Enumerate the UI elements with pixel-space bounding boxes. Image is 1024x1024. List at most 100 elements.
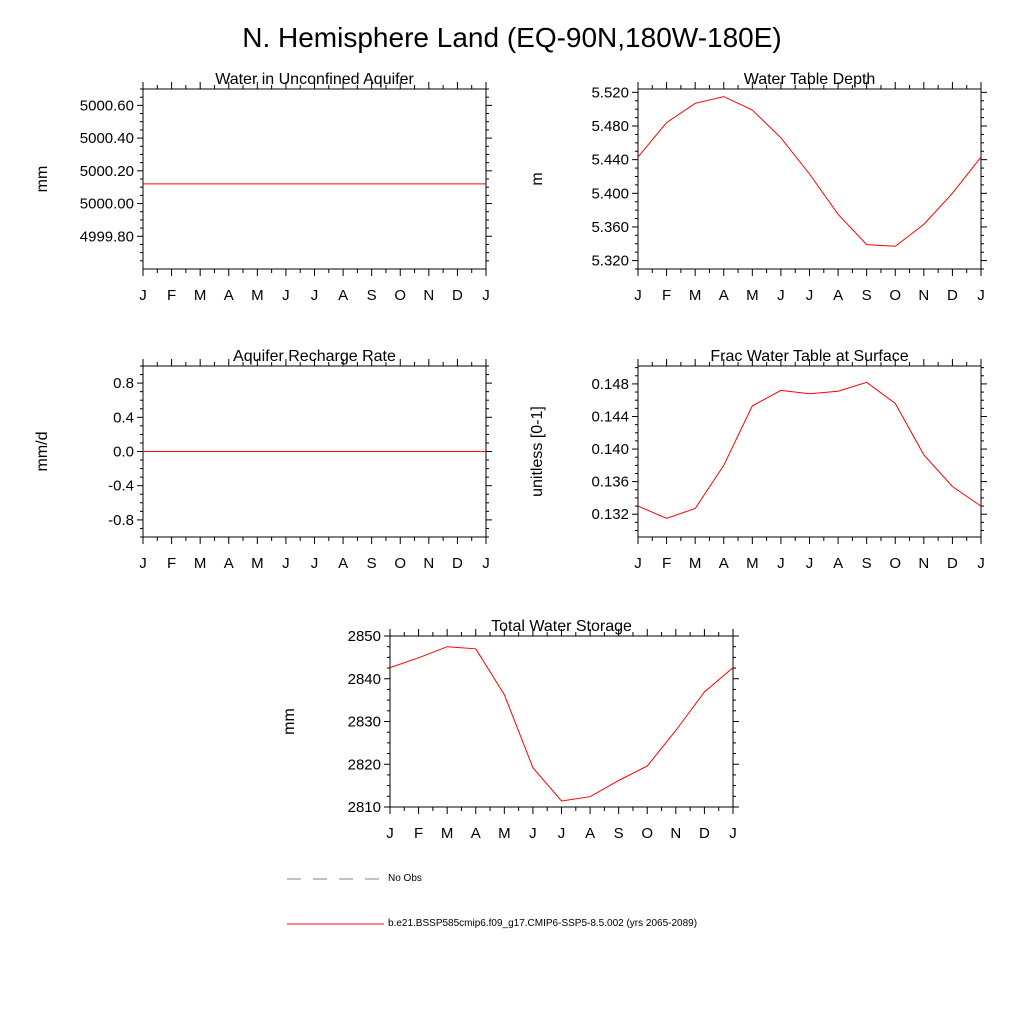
x-tick-label: A: [719, 287, 729, 304]
x-tick-label: M: [689, 555, 702, 572]
x-tick-label: J: [777, 555, 785, 572]
x-tick-label: J: [806, 287, 814, 304]
x-tick-label: M: [498, 825, 511, 842]
x-tick-label: S: [367, 287, 377, 304]
y-tick-label: 0.148: [591, 376, 629, 393]
plot-frame: [389, 635, 734, 808]
y-tick-label: 0.132: [591, 506, 629, 523]
x-tick-label: A: [471, 825, 481, 842]
x-tick-label: F: [167, 555, 176, 572]
y-tick-label: 0.136: [591, 474, 629, 491]
y-tick-label: -0.4: [108, 478, 134, 495]
panel-title: Water Table Depth: [744, 71, 876, 88]
x-tick-label: O: [394, 287, 406, 304]
x-tick-label: A: [338, 287, 348, 304]
x-tick-label: F: [414, 825, 423, 842]
y-axis-label: mm: [34, 166, 51, 193]
x-tick-label: J: [139, 287, 147, 304]
x-tick-label: M: [746, 287, 759, 304]
y-tick-label: -0.8: [108, 512, 134, 529]
y-axis-label: m: [529, 172, 546, 185]
x-tick-label: O: [889, 287, 901, 304]
x-tick-label: M: [441, 825, 454, 842]
x-tick-label: D: [947, 287, 958, 304]
series-line: [389, 646, 734, 802]
series-line: [637, 96, 982, 247]
x-tick-label: J: [729, 825, 737, 842]
x-tick-label: M: [251, 287, 264, 304]
x-tick-label: M: [689, 287, 702, 304]
panel-title: Total Water Storage: [491, 618, 632, 635]
x-tick-label: D: [452, 287, 463, 304]
x-tick-label: J: [282, 287, 290, 304]
x-tick-label: N: [423, 555, 434, 572]
y-tick-label: 0.140: [591, 441, 629, 458]
x-tick-label: M: [194, 555, 207, 572]
panel-title: Water in Unconfined Aquifer: [215, 71, 414, 88]
y-tick-label: 5.360: [591, 219, 629, 236]
x-tick-label: J: [139, 555, 147, 572]
panel-title: Frac Water Table at Surface: [710, 348, 908, 365]
x-tick-label: O: [394, 555, 406, 572]
y-tick-label: 5000.20: [80, 163, 134, 180]
x-tick-label: A: [338, 555, 348, 572]
x-tick-label: J: [806, 555, 814, 572]
panel-title: Aquifer Recharge Rate: [233, 348, 396, 365]
x-tick-label: M: [251, 555, 264, 572]
y-axis-label: mm/d: [34, 432, 51, 472]
x-tick-label: N: [918, 287, 929, 304]
x-tick-label: A: [224, 555, 234, 572]
y-tick-label: 5.440: [591, 152, 629, 169]
x-tick-label: A: [833, 287, 843, 304]
x-tick-label: O: [889, 555, 901, 572]
x-tick-label: A: [833, 555, 843, 572]
y-tick-label: 0.4: [113, 409, 134, 426]
y-tick-label: 0.144: [591, 408, 629, 425]
x-tick-label: J: [634, 287, 642, 304]
x-tick-label: S: [614, 825, 624, 842]
y-tick-label: 0.8: [113, 375, 134, 392]
x-tick-label: F: [167, 287, 176, 304]
x-tick-label: J: [977, 287, 985, 304]
y-axis-label: unitless [0-1]: [529, 406, 546, 497]
y-tick-label: 2820: [348, 756, 381, 773]
x-tick-label: D: [699, 825, 710, 842]
x-tick-label: J: [311, 287, 319, 304]
y-tick-label: 0.0: [113, 444, 134, 461]
y-tick-label: 5.400: [591, 185, 629, 202]
x-tick-label: J: [529, 825, 537, 842]
x-tick-label: M: [746, 555, 759, 572]
x-tick-label: D: [452, 555, 463, 572]
x-tick-label: J: [482, 287, 490, 304]
x-tick-label: S: [862, 555, 872, 572]
y-tick-label: 2840: [348, 671, 381, 688]
page-title: N. Hemisphere Land (EQ-90N,180W-180E): [242, 22, 782, 53]
x-tick-label: D: [947, 555, 958, 572]
x-tick-label: J: [558, 825, 566, 842]
x-tick-label: A: [585, 825, 595, 842]
x-tick-label: J: [977, 555, 985, 572]
y-tick-label: 5000.40: [80, 130, 134, 147]
x-tick-label: J: [386, 825, 394, 842]
x-tick-label: N: [423, 287, 434, 304]
x-tick-label: N: [918, 555, 929, 572]
y-tick-label: 5000.60: [80, 97, 134, 114]
series-line: [637, 381, 982, 519]
x-tick-label: S: [367, 555, 377, 572]
y-tick-label: 5000.00: [80, 196, 134, 213]
x-tick-label: N: [670, 825, 681, 842]
x-tick-label: F: [662, 287, 671, 304]
y-tick-label: 2850: [348, 628, 381, 645]
x-tick-label: J: [777, 287, 785, 304]
x-tick-label: J: [634, 555, 642, 572]
x-tick-label: M: [194, 287, 207, 304]
x-tick-label: O: [641, 825, 653, 842]
y-tick-label: 2810: [348, 799, 381, 816]
x-tick-label: J: [482, 555, 490, 572]
y-tick-label: 5.320: [591, 253, 629, 270]
y-tick-label: 2830: [348, 714, 381, 731]
x-tick-label: A: [719, 555, 729, 572]
